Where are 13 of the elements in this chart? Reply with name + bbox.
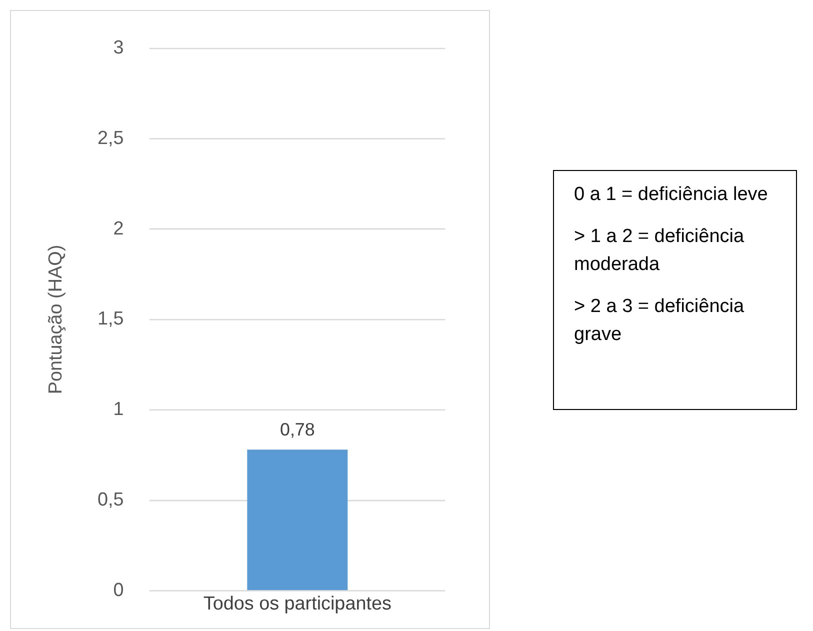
x-tick-label: Todos os participantes xyxy=(203,593,392,614)
y-tick-label: 1,5 xyxy=(97,308,124,330)
y-tick-label: 2,5 xyxy=(97,128,124,149)
y-tick-label: 1 xyxy=(113,399,124,420)
y-tick-label: 0 xyxy=(113,580,124,601)
data-label: 0,78 xyxy=(280,420,315,440)
y-tick-label: 3 xyxy=(113,37,124,58)
text: 0 a 1 = deficiência leve xyxy=(574,183,769,207)
y-axis-title: Pontuação (HAQ) xyxy=(45,244,66,394)
text: > 2 a 3 = deficiência grave xyxy=(574,295,746,347)
y-tick-label: 2 xyxy=(113,218,124,240)
text: > 1 a 2 = deficiência moderada xyxy=(574,225,746,277)
y-tick-label: 0,5 xyxy=(97,490,124,511)
